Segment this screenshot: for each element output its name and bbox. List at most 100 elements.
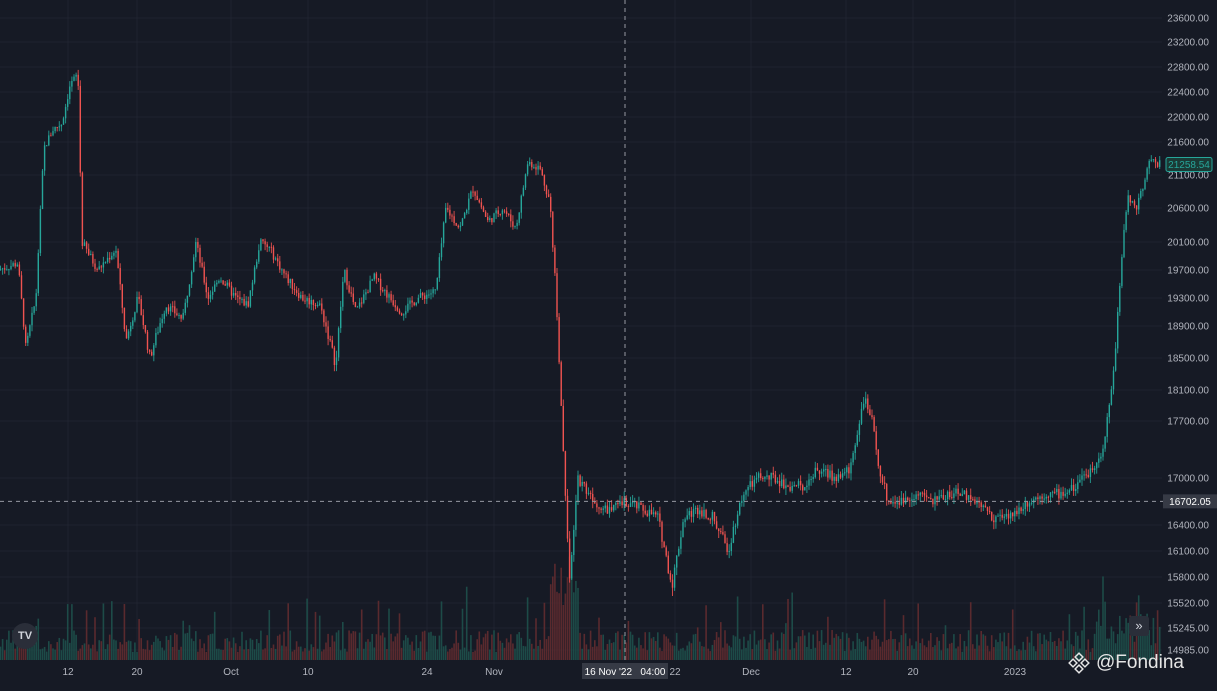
candle-body (321, 303, 323, 311)
volume-bar (421, 631, 424, 660)
candle-body (871, 415, 873, 418)
candle-body (468, 198, 470, 210)
volume-bar (405, 635, 407, 660)
tradingview-logo[interactable]: TV (12, 623, 38, 649)
candle-body (640, 502, 642, 506)
crosshair-time-tag: 16 Nov '22 04:00 (582, 663, 668, 679)
volume-bar (350, 633, 352, 660)
volume-bar (982, 634, 985, 660)
crosshair-price-tag: 16702.05 (1163, 494, 1217, 509)
volume-bar (1056, 645, 1058, 660)
candle-body (829, 470, 831, 478)
price-tick-label: 17700.00 (1167, 417, 1209, 428)
candle-body (539, 165, 541, 170)
candle-body (1144, 179, 1146, 190)
candle-body (241, 298, 243, 300)
candle-body (543, 175, 546, 186)
volume-bar (1119, 615, 1121, 660)
candle-body (854, 445, 856, 454)
candle-body (526, 164, 529, 175)
candle-body (1022, 509, 1024, 511)
time-axis[interactable]: 12 20 Oct 10 24 Nov 22 Dec 12 20 2023 (62, 667, 1026, 678)
volume-bar (888, 639, 890, 660)
candle-body (592, 493, 594, 502)
candle-body (377, 278, 380, 280)
volume-bar (442, 646, 445, 660)
candle-body (373, 273, 375, 280)
volume-bar (455, 630, 457, 660)
volume-bar (902, 615, 905, 660)
volume-bar (827, 616, 829, 660)
candle-body (148, 349, 151, 352)
candle-body (390, 294, 392, 301)
candle-body (0, 269, 2, 271)
watermark-handle: @Fondina (1096, 652, 1184, 673)
candle-body (627, 505, 630, 508)
candle-body (862, 403, 865, 409)
volume-bar (268, 610, 271, 660)
volume-bar (636, 647, 638, 660)
volume-bar (684, 650, 686, 660)
volume-bar (440, 601, 443, 660)
candle-body (936, 496, 938, 500)
volume-bar (867, 636, 869, 660)
volume-bar (520, 637, 523, 660)
volume-bar (1110, 626, 1113, 660)
volume-bar (1129, 615, 1132, 660)
candle-body (266, 244, 268, 248)
volume-bar (434, 635, 436, 660)
volume-bar (980, 630, 982, 660)
volume-bar (600, 634, 602, 660)
volume-bar (1001, 641, 1003, 660)
scroll-to-realtime-button[interactable]: » (1129, 616, 1149, 636)
volume-bar (732, 635, 735, 660)
volume-bar (331, 635, 334, 660)
volume-bar (241, 631, 243, 660)
volume-bar (465, 586, 468, 660)
volume-bar (537, 645, 539, 660)
volume-bar (925, 647, 928, 660)
volume-bar (921, 638, 924, 660)
volume-bar (77, 650, 79, 660)
volume-bar (180, 646, 182, 660)
candle-body (959, 493, 961, 496)
candle-body (361, 302, 363, 304)
candle-body (564, 451, 567, 496)
volume-bar (45, 651, 48, 660)
candle-body (986, 507, 989, 511)
candle-body (650, 509, 653, 515)
volume-bar (178, 649, 180, 660)
volume-bar (583, 633, 586, 660)
volume-bar (165, 636, 168, 660)
candle-body (589, 492, 592, 494)
volume-bar (724, 630, 726, 660)
volume-bar (92, 644, 94, 660)
volume-bar (594, 640, 596, 660)
time-tick-label: 24 (421, 667, 433, 678)
candle-body (384, 290, 386, 292)
volume-bar (197, 651, 199, 660)
volume-bar (556, 591, 558, 660)
candle-body (606, 505, 609, 514)
volume-bar (247, 649, 250, 660)
candle-body (629, 503, 632, 508)
volume-bar (1146, 613, 1148, 660)
volume-bar (396, 633, 399, 660)
volume-bar (961, 651, 964, 660)
volume-bar (134, 642, 136, 660)
volume-bar (766, 649, 768, 660)
volume-bar (562, 604, 565, 660)
volume-bar (35, 625, 37, 660)
volume-bar (957, 646, 959, 660)
volume-bar (623, 634, 625, 660)
candle-body (476, 195, 478, 201)
price-axis[interactable]: 23600.00 23200.00 22800.00 22400.00 22000.00… (1167, 14, 1209, 657)
volume-bar (648, 632, 651, 660)
volume-bar (377, 600, 380, 660)
volume-bar (1112, 631, 1115, 660)
candle-body (367, 292, 369, 294)
candle-body (178, 314, 180, 316)
candle-body (972, 499, 974, 501)
